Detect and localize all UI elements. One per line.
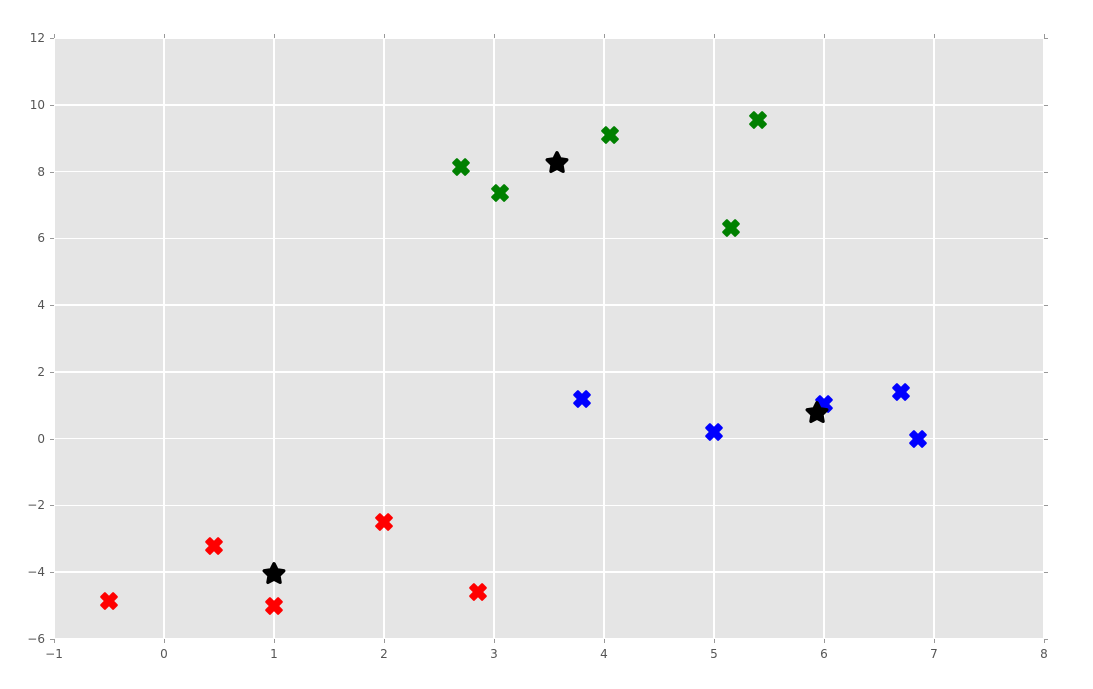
y-tick-mark-left xyxy=(50,371,54,373)
x-tick-mark-top xyxy=(1044,34,1045,38)
x-tick-mark-bottom xyxy=(824,639,825,643)
x-gridline xyxy=(933,38,935,639)
x-gridline xyxy=(603,38,605,639)
x-gridline xyxy=(54,38,55,639)
x-tick-mark-top xyxy=(824,34,825,38)
x-tick-mark-bottom xyxy=(494,639,495,643)
data-point-cluster-green xyxy=(449,155,473,179)
data-point-cluster-green xyxy=(488,181,512,205)
x-tick-mark-top xyxy=(164,34,165,38)
y-tick-mark-left xyxy=(50,572,54,574)
x-tick-label: 4 xyxy=(600,647,608,661)
data-point-cluster-blue xyxy=(889,380,913,404)
x-gridline xyxy=(383,38,385,639)
x-gridline xyxy=(1043,38,1044,639)
y-gridline xyxy=(54,38,1044,39)
data-point-cluster-red xyxy=(262,594,286,618)
x-tick-mark-top xyxy=(604,34,605,38)
y-tick-label: 12 xyxy=(29,31,45,45)
y-gridline xyxy=(54,437,1044,440)
x-gridline xyxy=(823,38,825,639)
centroid-star-marker xyxy=(260,560,288,588)
x-tick-mark-bottom xyxy=(274,639,275,643)
x-tick-mark-bottom xyxy=(604,639,605,643)
x-tick-mark-bottom xyxy=(164,639,165,643)
x-tick-label: 7 xyxy=(930,647,938,661)
y-tick-mark-left xyxy=(50,238,54,240)
y-gridline xyxy=(54,504,1044,507)
y-tick-label: 8 xyxy=(37,164,45,179)
centroid-star-marker xyxy=(543,149,571,177)
y-tick-label: 6 xyxy=(37,231,45,246)
y-gridline xyxy=(54,371,1044,373)
y-tick-mark-right xyxy=(1044,171,1048,173)
y-tick-mark-left xyxy=(50,305,54,307)
y-tick-mark-left xyxy=(50,104,54,106)
x-tick-mark-bottom xyxy=(714,639,715,643)
y-tick-mark-right xyxy=(1044,438,1048,440)
x-tick-label: −1 xyxy=(45,647,63,661)
data-point-cluster-blue xyxy=(906,427,930,451)
y-gridline xyxy=(54,638,1044,639)
data-point-cluster-red xyxy=(97,589,121,613)
x-tick-label: 1 xyxy=(270,647,278,661)
data-point-cluster-red xyxy=(202,534,226,558)
y-tick-label: −4 xyxy=(27,565,45,580)
data-point-cluster-green xyxy=(746,108,770,132)
x-tick-mark-top xyxy=(714,34,715,38)
y-tick-mark-left xyxy=(50,505,54,507)
y-tick-label: −6 xyxy=(27,632,45,646)
x-gridline xyxy=(713,38,715,639)
y-tick-label: 10 xyxy=(29,97,45,112)
data-point-cluster-blue xyxy=(570,387,594,411)
x-gridline xyxy=(493,38,495,639)
x-gridline xyxy=(273,38,275,639)
x-tick-mark-top xyxy=(494,34,495,38)
y-tick-mark-right xyxy=(1044,371,1048,373)
x-tick-mark-bottom xyxy=(1044,639,1045,643)
y-gridline xyxy=(54,237,1044,240)
y-gridline xyxy=(54,304,1044,306)
x-tick-label: 8 xyxy=(1040,647,1048,661)
data-point-cluster-blue xyxy=(702,420,726,444)
y-tick-mark-left xyxy=(50,639,54,640)
y-tick-mark-left xyxy=(50,171,54,173)
y-tick-mark-left xyxy=(50,438,54,440)
x-tick-mark-top xyxy=(934,34,935,38)
x-tick-label: 2 xyxy=(380,647,388,661)
y-tick-mark-right xyxy=(1044,104,1048,106)
data-point-cluster-green xyxy=(598,123,622,147)
x-tick-mark-top xyxy=(54,34,55,38)
x-tick-label: 0 xyxy=(160,647,168,661)
data-point-cluster-green xyxy=(719,216,743,240)
y-tick-label: 0 xyxy=(37,431,45,446)
y-tick-mark-left xyxy=(50,38,54,39)
y-tick-mark-right xyxy=(1044,505,1048,507)
centroid-star-marker xyxy=(803,399,831,427)
y-tick-label: −2 xyxy=(27,498,45,513)
x-tick-mark-top xyxy=(274,34,275,38)
y-tick-label: 4 xyxy=(37,298,45,313)
data-point-cluster-red xyxy=(466,580,490,604)
y-tick-mark-right xyxy=(1044,639,1048,640)
data-point-cluster-red xyxy=(372,510,396,534)
y-gridline xyxy=(54,571,1044,573)
x-tick-mark-bottom xyxy=(384,639,385,643)
x-tick-label: 3 xyxy=(490,647,498,661)
x-tick-label: 6 xyxy=(820,647,828,661)
x-tick-mark-top xyxy=(384,34,385,38)
x-gridline xyxy=(163,38,165,639)
y-gridline xyxy=(54,104,1044,106)
y-tick-mark-right xyxy=(1044,238,1048,240)
x-tick-mark-bottom xyxy=(54,639,55,643)
y-tick-mark-right xyxy=(1044,305,1048,307)
y-tick-mark-right xyxy=(1044,38,1048,39)
y-tick-label: 2 xyxy=(37,364,45,379)
x-tick-mark-bottom xyxy=(934,639,935,643)
x-tick-label: 5 xyxy=(710,647,718,661)
y-tick-mark-right xyxy=(1044,572,1048,574)
